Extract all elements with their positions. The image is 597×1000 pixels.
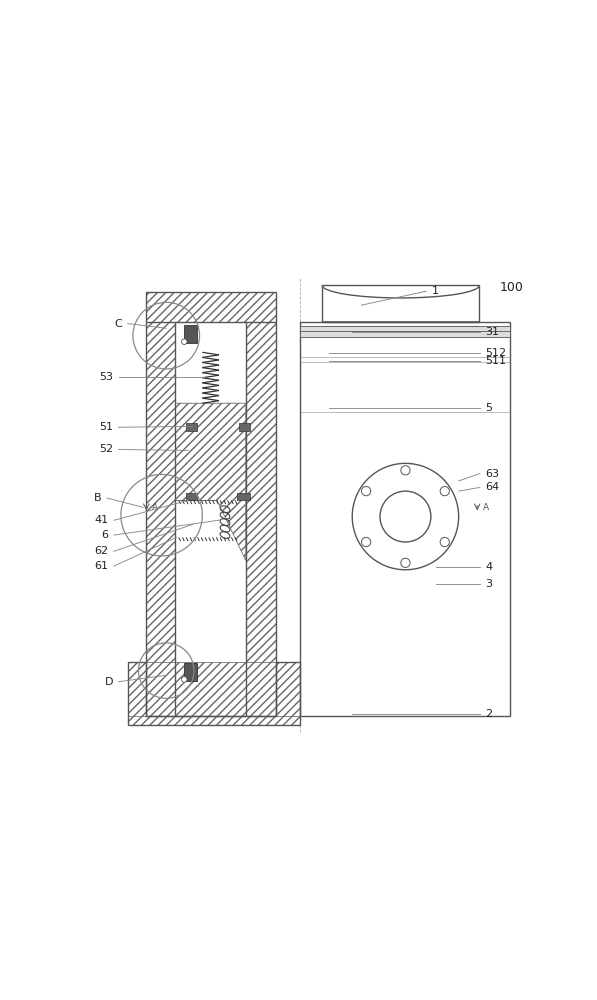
Polygon shape [322,285,479,322]
Text: 51: 51 [99,422,113,432]
Circle shape [440,486,450,496]
Text: 31: 31 [485,327,500,337]
Text: 100: 100 [500,281,524,294]
Text: 511: 511 [485,356,506,366]
Circle shape [380,491,431,542]
Text: A: A [152,503,158,512]
Polygon shape [239,423,251,431]
Text: 62: 62 [94,546,109,556]
Text: 53: 53 [99,372,113,382]
Polygon shape [128,662,300,725]
Circle shape [362,537,371,547]
Polygon shape [186,493,197,500]
Circle shape [181,339,187,344]
Text: C: C [115,319,122,329]
Polygon shape [300,322,510,716]
Circle shape [352,463,458,570]
Polygon shape [176,403,246,561]
Polygon shape [176,403,241,500]
Polygon shape [276,662,300,716]
Text: 1: 1 [432,286,439,296]
Text: 41: 41 [94,515,109,525]
Text: 64: 64 [485,482,500,492]
Circle shape [401,466,410,475]
Circle shape [401,558,410,567]
Text: 512: 512 [485,348,507,358]
Circle shape [181,677,187,682]
Polygon shape [184,663,197,681]
Text: 63: 63 [485,469,500,479]
Text: A: A [483,503,489,512]
Polygon shape [246,322,276,716]
Polygon shape [128,662,146,716]
Text: B: B [94,493,101,503]
Polygon shape [300,326,510,337]
Text: D: D [104,677,113,687]
Polygon shape [236,493,251,500]
Polygon shape [146,292,276,322]
Text: 5: 5 [485,403,493,413]
Text: 4: 4 [485,562,493,572]
Text: 61: 61 [94,561,109,571]
Polygon shape [184,325,197,343]
Text: 3: 3 [485,579,493,589]
Polygon shape [186,423,197,431]
Text: 6: 6 [101,530,109,540]
Circle shape [440,537,450,547]
Polygon shape [146,322,176,716]
Circle shape [362,486,371,496]
Polygon shape [180,403,241,500]
Text: 2: 2 [485,709,493,719]
Text: 52: 52 [99,444,113,454]
